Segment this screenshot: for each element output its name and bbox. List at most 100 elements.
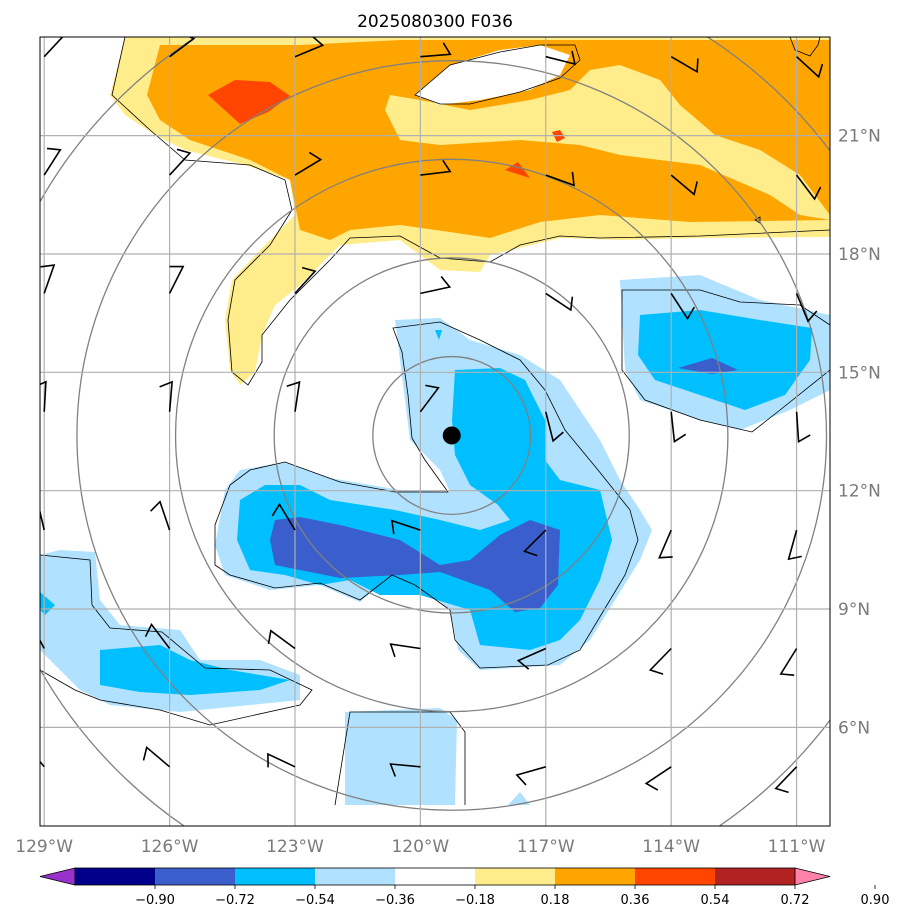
anomaly-fill-orange: [147, 40, 830, 240]
wind-barb: [523, 529, 547, 557]
wind-barb: [150, 500, 171, 531]
wind-barb: [795, 174, 822, 201]
wind-barb: [267, 752, 296, 768]
wind-barb: [545, 411, 564, 443]
anomaly-fill-darkblue: [270, 358, 738, 612]
wind-barb: [40, 380, 47, 412]
wind-barb: [169, 148, 192, 176]
wind-barb: [779, 648, 798, 676]
colorbar-tick-label: 0.90: [861, 893, 890, 908]
wind-barb: [390, 519, 421, 535]
colorbar-segment: [75, 868, 156, 885]
wind-barb: [515, 766, 547, 786]
wind-barb: [420, 42, 452, 58]
wind-barb: [40, 264, 56, 294]
wind-barb: [144, 622, 171, 649]
storm-center-marker: [442, 426, 461, 445]
colorbar-extend-low: [39, 867, 76, 886]
colorbar: −0.90 −0.72 −0.54 −0.36 −0.18 0.18 0.36 0.54 0.7…: [39, 867, 890, 908]
colorbar-tick-label: 0.54: [701, 893, 730, 908]
wind-barb: [420, 275, 452, 295]
wind-barb: [294, 151, 323, 176]
wind-barb: [169, 37, 196, 58]
wind-barb: [40, 508, 45, 531]
wind-barb: [795, 411, 811, 444]
y-tick-label: 12°N: [838, 482, 881, 502]
range-ring-0: [372, 355, 532, 515]
colorbar-segment: [635, 868, 716, 885]
wind-barb: [774, 766, 798, 794]
colorbar-tick-label: −0.18: [455, 893, 495, 908]
x-tick-label: 111°W: [768, 837, 826, 857]
y-tick-label: 21°N: [838, 127, 881, 147]
wind-barb: [267, 629, 296, 650]
colorbar-tick-label: −0.72: [215, 893, 255, 908]
wind-barb: [516, 647, 547, 670]
colorbar-frame: [74, 867, 796, 886]
range-ring-3: [76, 60, 828, 811]
colorbar-segment: [155, 868, 236, 885]
wind-barb: [670, 174, 698, 196]
colorbar-segment: [315, 868, 396, 885]
anomaly-fill-white-gap: [415, 45, 570, 105]
chart-title: 2025080300 F036: [357, 12, 513, 32]
x-axis-ticks: 129°W 126°W 123°W 120°W 117°W 114°W 111°W: [15, 837, 825, 857]
colorbar-extend-high: [794, 867, 831, 886]
colorbar-tick-label: 0.36: [621, 893, 650, 908]
wind-barb: [670, 292, 695, 321]
wind-barb: [271, 502, 296, 531]
wind-barb: [389, 643, 421, 658]
wind-barb: [545, 292, 574, 312]
y-tick-label: 18°N: [838, 245, 881, 265]
range-ring-2: [174, 158, 729, 713]
x-tick-label: 123°W: [266, 837, 324, 857]
wind-barb: [419, 384, 440, 413]
colorbar-tick-label: −0.36: [375, 893, 415, 908]
wind-barb: [796, 56, 824, 79]
wind-barb: [648, 647, 672, 675]
wind-barb: [43, 37, 64, 58]
wind-barb: [420, 159, 452, 176]
y-axis-ticks: 6°N 9°N 12°N 15°N 18°N 21°N: [838, 127, 881, 739]
y-tick-label: 6°N: [838, 718, 870, 738]
wind-barb: [795, 293, 818, 323]
colorbar-segment: [555, 868, 636, 885]
y-tick-label: 15°N: [838, 363, 881, 383]
x-tick-label: 129°W: [15, 837, 73, 857]
x-tick-label: 114°W: [642, 837, 700, 857]
x-tick-label: 126°W: [141, 837, 199, 857]
colorbar-tick-label: 0.18: [541, 893, 570, 908]
wind-barbs: [40, 37, 824, 794]
wind-barb: [168, 265, 185, 294]
wind-barb: [670, 411, 687, 443]
colorbar-segment: [395, 868, 476, 885]
wind-barb: [294, 37, 325, 58]
wind-barb: [389, 763, 421, 777]
colorbar-tick-label: −0.54: [295, 893, 335, 908]
plot-frame: [39, 36, 831, 827]
wind-barb: [545, 171, 575, 187]
colorbar-segment: [715, 868, 796, 885]
x-tick-label: 117°W: [517, 837, 575, 857]
wind-barb: [159, 380, 174, 412]
colorbar-tick-label: 0.72: [781, 893, 810, 908]
grid-lines: [40, 37, 830, 826]
wind-barb: [545, 50, 576, 66]
colorbar-tick-label: −0.90: [135, 893, 175, 908]
wind-barb: [787, 529, 802, 561]
wind-barb: [142, 745, 171, 768]
wind-barb: [644, 766, 672, 791]
colorbar-segment: [235, 868, 316, 885]
wind-barb: [658, 529, 673, 559]
x-tick-label: 120°W: [391, 837, 449, 857]
colorbar-segment: [475, 868, 556, 885]
wind-barb: [294, 266, 317, 294]
range-ring-1: [273, 257, 630, 614]
wind-barb: [286, 380, 301, 412]
wind-barb: [670, 56, 699, 74]
y-tick-label: 9°N: [838, 600, 870, 620]
wind-barb: [43, 147, 62, 176]
